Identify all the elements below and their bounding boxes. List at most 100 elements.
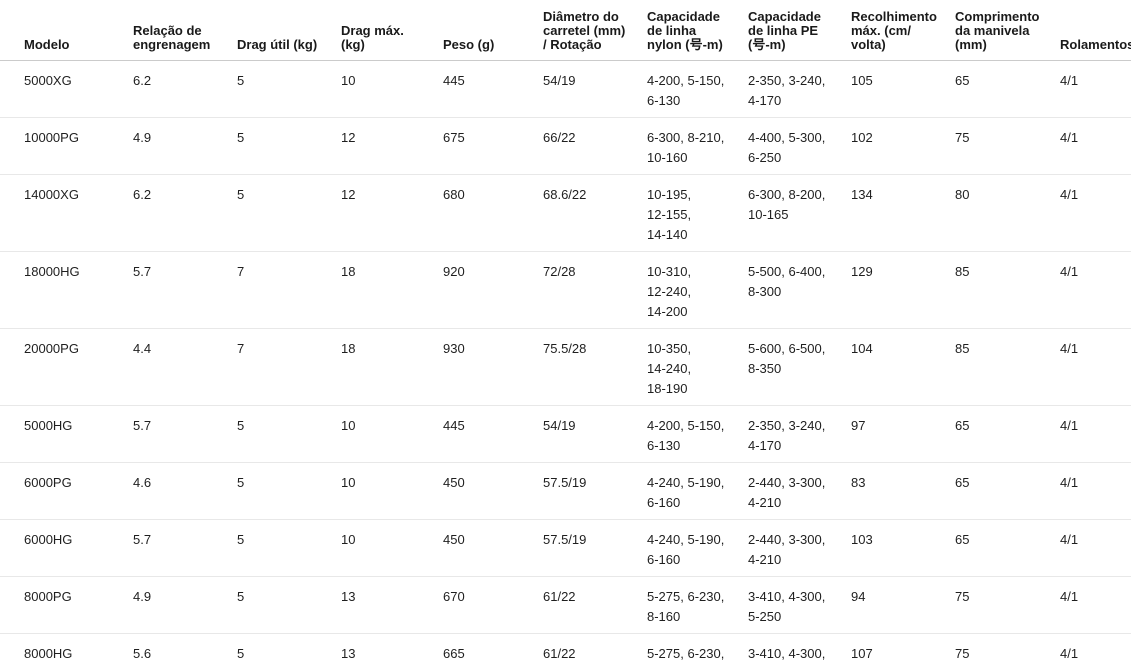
model-cell: 20000PG bbox=[24, 341, 79, 356]
table-cell: 3-410, 4-300, 5-250 bbox=[748, 589, 826, 624]
table-cell: 80 bbox=[955, 187, 970, 202]
table-cell: 5-500, 6-400, 8-300 bbox=[748, 264, 826, 299]
table-cell: 5 bbox=[237, 73, 245, 88]
table-cell: 65 bbox=[955, 73, 970, 88]
table-cell: 670 bbox=[443, 589, 465, 604]
table-cell: 65 bbox=[955, 475, 970, 490]
model-cell: 5000HG bbox=[24, 418, 73, 433]
table-cell: 4.9 bbox=[133, 589, 152, 604]
table-cell: 5.7 bbox=[133, 264, 152, 279]
table-cell: 5 bbox=[237, 589, 245, 604]
table-row: 20000PG 4.4 7 18 930 75.5/28 10-350, 14-240, 1… bbox=[0, 329, 1131, 406]
table-cell: 6.2 bbox=[133, 73, 152, 88]
table-cell: 2-350, 3-240, 4-170 bbox=[748, 73, 826, 108]
column-header: Capacidade de linha PE (号-m) bbox=[748, 9, 821, 52]
table-cell: 5-275, 6-230, 8-160 bbox=[647, 589, 725, 624]
column-header: Diâmetro do carretel (mm) / Rotação bbox=[543, 9, 626, 52]
table-cell: 7 bbox=[237, 341, 245, 356]
table-cell: 13 bbox=[341, 646, 356, 661]
table-cell: 680 bbox=[443, 187, 465, 202]
column-header: Comprimento da manivela (mm) bbox=[955, 9, 1040, 52]
table-cell: 4-240, 5-190, 6-160 bbox=[647, 532, 725, 567]
table-cell: 61/22 bbox=[543, 589, 576, 604]
table-row: 8000PG 4.9 5 13 670 61/22 5-275, 6-230, 8-160 3… bbox=[0, 577, 1131, 634]
table-cell: 2-440, 3-300, 4-210 bbox=[748, 475, 826, 510]
table-cell: 4/1 bbox=[1060, 418, 1079, 433]
table-cell: 65 bbox=[955, 418, 970, 433]
table-cell: 66/22 bbox=[543, 130, 576, 145]
column-header: Drag máx. (kg) bbox=[341, 23, 404, 52]
table-cell: 450 bbox=[443, 475, 465, 490]
table-cell: 4-200, 5-150, 6-130 bbox=[647, 418, 725, 453]
table-cell: 7 bbox=[237, 264, 245, 279]
table-cell: 5.7 bbox=[133, 532, 152, 547]
model-cell: 10000PG bbox=[24, 130, 79, 145]
table-cell: 4/1 bbox=[1060, 532, 1079, 547]
table-cell: 2-350, 3-240, 4-170 bbox=[748, 418, 826, 453]
table-cell: 5 bbox=[237, 187, 245, 202]
model-cell: 14000XG bbox=[24, 187, 79, 202]
table-row: 18000HG 5.7 7 18 920 72/28 10-310, 12-240, 14-… bbox=[0, 252, 1131, 329]
table-cell: 75.5/28 bbox=[543, 341, 587, 356]
table-cell: 104 bbox=[851, 341, 873, 356]
table-cell: 12 bbox=[341, 187, 356, 202]
table-cell: 4/1 bbox=[1060, 646, 1079, 661]
column-header: Peso (g) bbox=[443, 37, 495, 52]
column-header: Capacidade de linha nylon (号-m) bbox=[647, 9, 723, 52]
column-header: Rolamentos bbox=[1060, 37, 1131, 52]
table-cell: 5 bbox=[237, 475, 245, 490]
table-cell: 6-300, 8-210, 10-160 bbox=[647, 130, 725, 165]
model-cell: 8000PG bbox=[24, 589, 72, 604]
column-header: Relação de engrenagem bbox=[133, 23, 211, 52]
table-row: 14000XG 6.2 5 12 680 68.6/22 10-195, 12-155, 1… bbox=[0, 175, 1131, 252]
table-cell: 83 bbox=[851, 475, 866, 490]
table-cell: 6.2 bbox=[133, 187, 152, 202]
table-cell: 6-300, 8-200, 10-165 bbox=[748, 187, 826, 222]
table-cell: 72/28 bbox=[543, 264, 576, 279]
table-cell: 54/19 bbox=[543, 73, 576, 88]
table-cell: 10 bbox=[341, 73, 356, 88]
table-cell: 13 bbox=[341, 589, 356, 604]
table-cell: 5 bbox=[237, 418, 245, 433]
table-cell: 68.6/22 bbox=[543, 187, 587, 202]
table-cell: 18 bbox=[341, 264, 356, 279]
table-cell: 5.6 bbox=[133, 646, 152, 661]
table-row: 6000PG 4.6 5 10 450 57.5/19 4-240, 5-190, 6-16… bbox=[0, 463, 1131, 520]
table-row: 6000HG 5.7 5 10 450 57.5/19 4-240, 5-190, 6-16… bbox=[0, 520, 1131, 577]
table-cell: 18 bbox=[341, 341, 356, 356]
column-header: Modelo bbox=[24, 37, 70, 52]
table-cell: 4/1 bbox=[1060, 589, 1079, 604]
model-cell: 5000XG bbox=[24, 73, 72, 88]
table-cell: 3-410, 4-300, 5-250 bbox=[748, 646, 826, 669]
table-cell: 930 bbox=[443, 341, 465, 356]
table-cell: 920 bbox=[443, 264, 465, 279]
table-cell: 10 bbox=[341, 532, 356, 547]
table-cell: 445 bbox=[443, 418, 465, 433]
table-cell: 4-200, 5-150, 6-130 bbox=[647, 73, 725, 108]
table-cell: 94 bbox=[851, 589, 866, 604]
column-header: Drag útil (kg) bbox=[237, 37, 318, 52]
table-cell: 5 bbox=[237, 532, 245, 547]
table-cell: 102 bbox=[851, 130, 873, 145]
table-cell: 4/1 bbox=[1060, 341, 1079, 356]
model-cell: 18000HG bbox=[24, 264, 80, 279]
table-cell: 450 bbox=[443, 532, 465, 547]
table-cell: 10-195, 12-155, 14-140 bbox=[647, 187, 692, 242]
table-cell: 4/1 bbox=[1060, 130, 1079, 145]
table-cell: 4.4 bbox=[133, 341, 152, 356]
table-cell: 10-350, 14-240, 18-190 bbox=[647, 341, 692, 396]
table-cell: 2-440, 3-300, 4-210 bbox=[748, 532, 826, 567]
model-cell: 6000PG bbox=[24, 475, 72, 490]
header-row: Modelo Relação de engrenagem Drag útil (kg… bbox=[0, 0, 1131, 61]
table-cell: 4-400, 5-300, 6-250 bbox=[748, 130, 826, 165]
table-cell: 5.7 bbox=[133, 418, 152, 433]
table-cell: 85 bbox=[955, 341, 970, 356]
table-cell: 75 bbox=[955, 130, 970, 145]
table-cell: 85 bbox=[955, 264, 970, 279]
table-cell: 54/19 bbox=[543, 418, 576, 433]
table-cell: 4/1 bbox=[1060, 73, 1079, 88]
table-row: 5000XG 6.2 5 10 445 54/19 4-200, 5-150, 6-130 2… bbox=[0, 61, 1131, 118]
table-header: Modelo Relação de engrenagem Drag útil (kg… bbox=[0, 0, 1131, 61]
